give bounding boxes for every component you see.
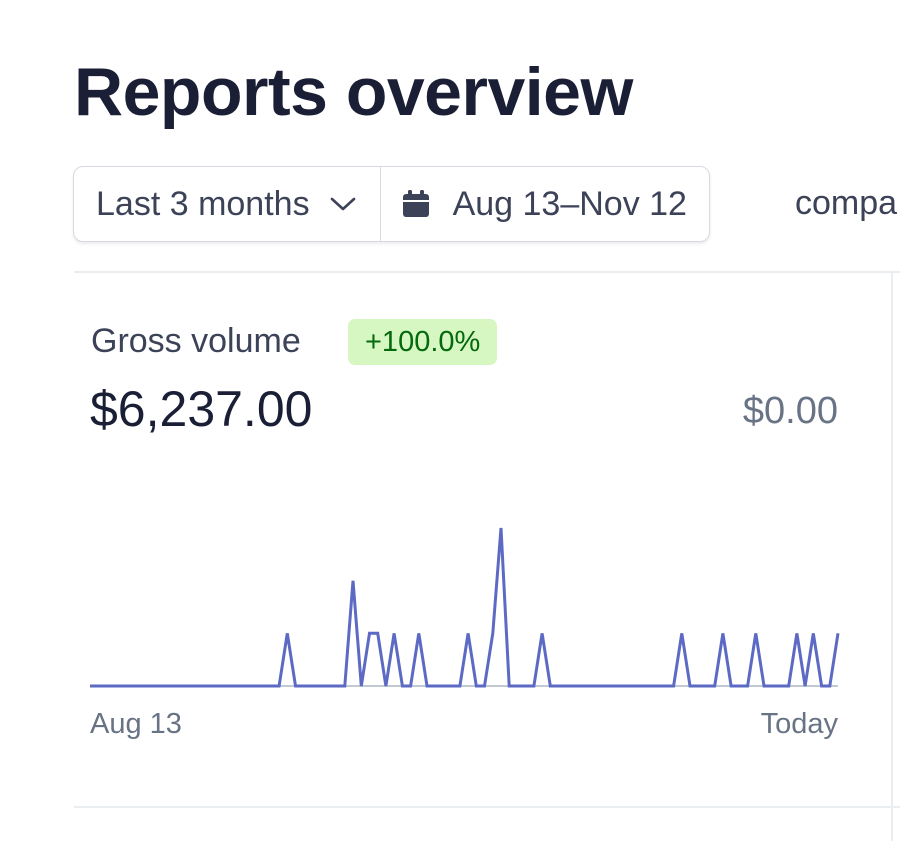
calendar-icon xyxy=(401,189,431,219)
date-range-label: Aug 13–Nov 12 xyxy=(452,184,687,223)
previous-value: $0.00 xyxy=(742,390,838,432)
metric-value: $6,237.00 xyxy=(90,381,313,437)
gross-volume-series-line xyxy=(90,527,840,688)
chevron-down-icon xyxy=(330,196,356,212)
change-badge: +100.0% xyxy=(348,319,498,365)
x-axis-start-label: Aug 13 xyxy=(90,708,182,740)
compare-text[interactable]: compa xyxy=(795,184,898,222)
date-filter-group: Last 3 months Aug 13–Nov 12 xyxy=(73,166,710,242)
metric-title[interactable]: Gross volume xyxy=(91,322,301,360)
range-label: Last 3 months xyxy=(96,184,310,223)
page-title: Reports overview xyxy=(74,54,633,130)
section-divider xyxy=(74,806,900,808)
date-range-button[interactable]: Aug 13–Nov 12 xyxy=(381,167,709,241)
range-dropdown[interactable]: Last 3 months xyxy=(74,167,381,241)
card-divider xyxy=(891,273,893,841)
section-divider xyxy=(74,271,900,273)
gross-volume-chart xyxy=(90,527,840,688)
x-axis-end-label: Today xyxy=(760,708,838,740)
